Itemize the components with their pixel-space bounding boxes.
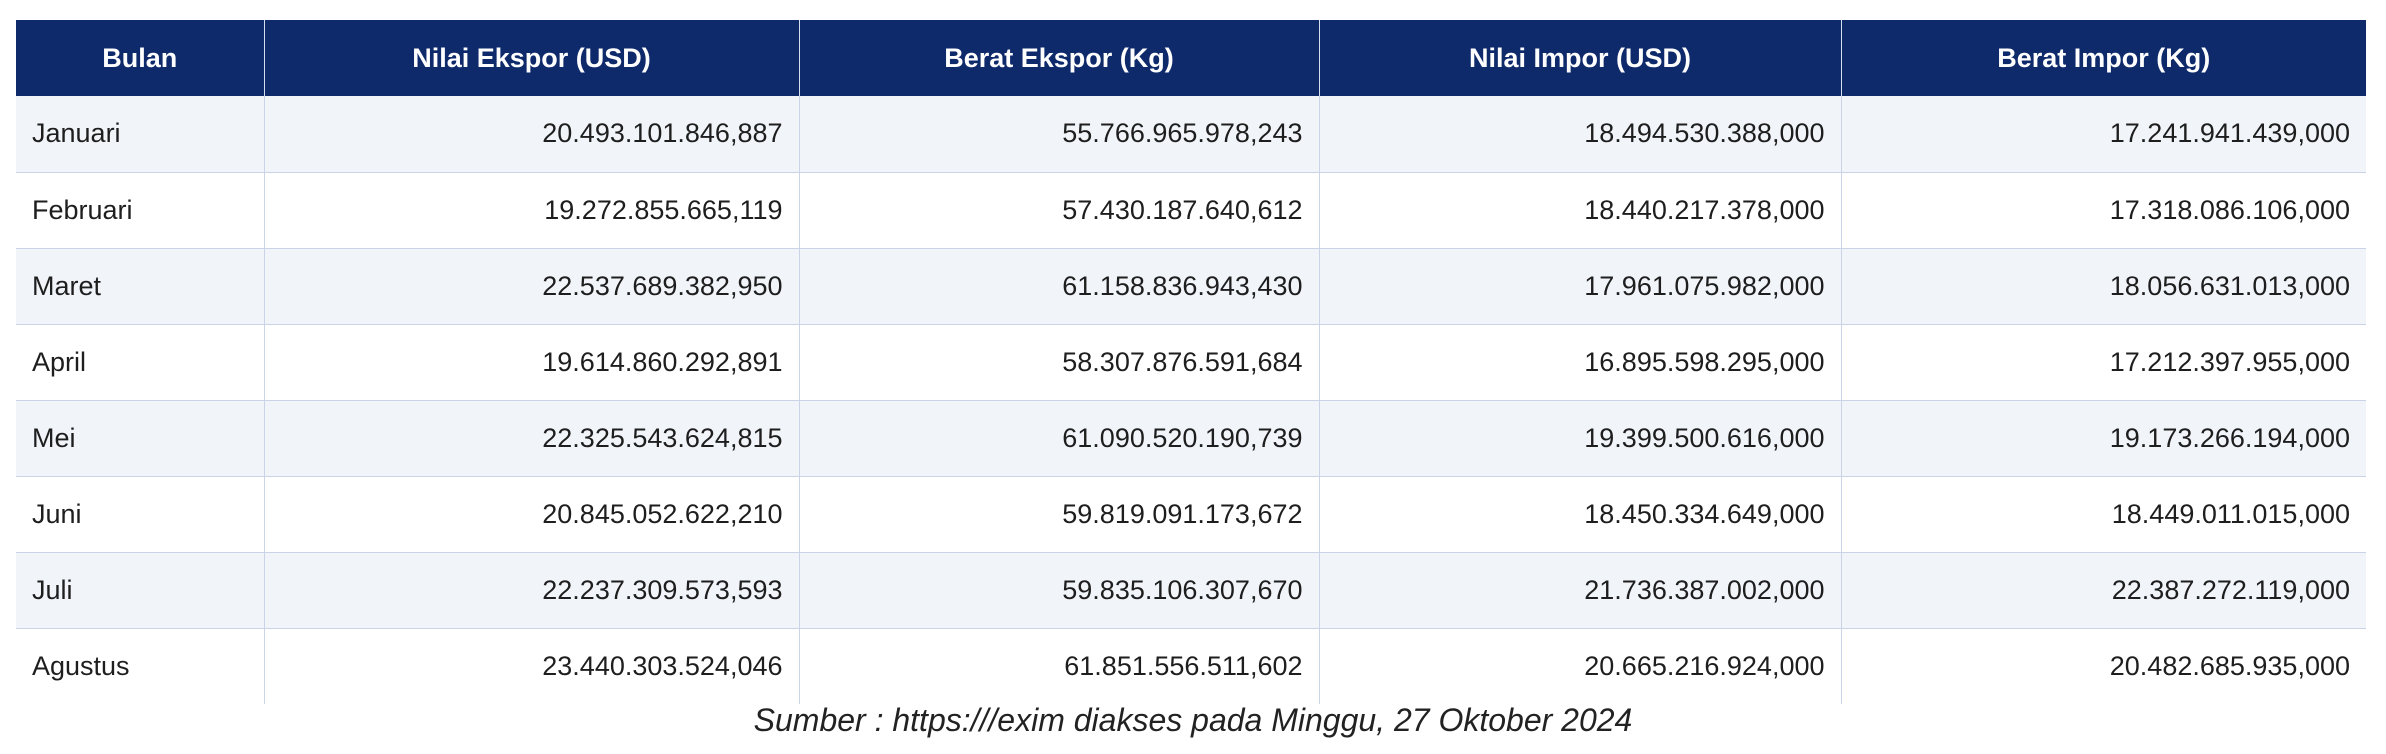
cell-month: Januari xyxy=(16,96,265,172)
cell-nilai-impor: 16.895.598.295,000 xyxy=(1319,324,1842,400)
cell-month: Februari xyxy=(16,172,265,248)
source-note: Sumber : https:///exim diakses pada Ming… xyxy=(753,702,1633,738)
table-header: Bulan Nilai Ekspor (USD) Berat Ekspor (K… xyxy=(16,20,2366,96)
cell-nilai-impor: 17.961.075.982,000 xyxy=(1319,248,1842,324)
table-row: Juli 22.237.309.573,593 59.835.106.307,6… xyxy=(16,552,2366,628)
table-row: Agustus 23.440.303.524,046 61.851.556.51… xyxy=(16,628,2366,704)
cell-berat-impor: 20.482.685.935,000 xyxy=(2109,650,2350,681)
cell-nilai-impor: 21.736.387.002,000 xyxy=(1319,552,1842,628)
cell-berat-impor: 19.173.266.194,000 xyxy=(2109,422,2350,453)
table-row: Maret 22.537.689.382,950 61.158.836.943,… xyxy=(16,248,2366,324)
cell-nilai-ekspor: 22.537.689.382,950 xyxy=(264,248,800,324)
table-body: Januari 20.493.101.846,887 55.766.965.97… xyxy=(16,96,2366,704)
data-table-container: Bulan Nilai Ekspor (USD) Berat Ekspor (K… xyxy=(16,20,2366,704)
cell-berat-impor: 17.241.941.439,000 xyxy=(2109,118,2350,149)
cell-berat-impor: 17.212.397.955,000 xyxy=(2109,346,2350,377)
cell-nilai-ekspor: 20.845.052.622,210 xyxy=(264,476,800,552)
cell-berat-ekspor: 61.158.836.943,430 xyxy=(799,248,1320,324)
cell-nilai-ekspor: 20.493.101.846,887 xyxy=(264,96,800,172)
cell-nilai-ekspor: 19.272.855.665,119 xyxy=(264,172,800,248)
cell-berat-ekspor: 55.766.965.978,243 xyxy=(799,96,1320,172)
cell-berat-ekspor: 61.851.556.511,602 xyxy=(799,628,1320,704)
cell-berat-ekspor: 57.430.187.640,612 xyxy=(799,172,1320,248)
cell-month: April xyxy=(16,324,265,400)
header-nilai-ekspor: Nilai Ekspor (USD) xyxy=(264,20,800,96)
cell-berat-ekspor: 59.819.091.173,672 xyxy=(799,476,1320,552)
table-row: Mei 22.325.543.624,815 61.090.520.190,73… xyxy=(16,400,2366,476)
table-row: Februari 19.272.855.665,119 57.430.187.6… xyxy=(16,172,2366,248)
cell-nilai-impor: 18.440.217.378,000 xyxy=(1319,172,1842,248)
table-row: April 19.614.860.292,891 58.307.876.591,… xyxy=(16,324,2366,400)
cell-nilai-impor: 20.665.216.924,000 xyxy=(1319,628,1842,704)
cell-nilai-impor: 18.450.334.649,000 xyxy=(1319,476,1842,552)
cell-berat-impor: 17.318.086.106,000 xyxy=(2109,194,2350,225)
header-berat-ekspor: Berat Ekspor (Kg) xyxy=(799,20,1320,96)
cell-berat-ekspor: 59.835.106.307,670 xyxy=(799,552,1320,628)
table-row: Juni 20.845.052.622,210 59.819.091.173,6… xyxy=(16,476,2366,552)
cell-nilai-ekspor: 23.440.303.524,046 xyxy=(264,628,800,704)
header-row: Bulan Nilai Ekspor (USD) Berat Ekspor (K… xyxy=(16,20,2366,96)
cell-month: Maret xyxy=(16,248,265,324)
cell-month: Mei xyxy=(16,400,265,476)
export-import-table: Bulan Nilai Ekspor (USD) Berat Ekspor (K… xyxy=(16,20,2366,704)
cell-nilai-impor: 18.494.530.388,000 xyxy=(1319,96,1842,172)
header-berat-impor: Berat Impor (Kg) xyxy=(1997,42,2211,73)
cell-month: Juli xyxy=(16,552,265,628)
cell-berat-impor: 22.387.272.119,000 xyxy=(2111,574,2350,605)
cell-berat-impor: 18.056.631.013,000 xyxy=(2109,270,2350,301)
cell-berat-impor: 18.449.011.015,000 xyxy=(2111,498,2350,529)
cell-month: Agustus xyxy=(16,628,265,704)
cell-berat-ekspor: 61.090.520.190,739 xyxy=(799,400,1320,476)
cell-nilai-ekspor: 22.325.543.624,815 xyxy=(264,400,800,476)
header-bulan: Bulan xyxy=(16,20,265,96)
table-row: Januari 20.493.101.846,887 55.766.965.97… xyxy=(16,96,2366,172)
cell-nilai-impor: 19.399.500.616,000 xyxy=(1319,400,1842,476)
cell-berat-ekspor: 58.307.876.591,684 xyxy=(799,324,1320,400)
cell-nilai-ekspor: 22.237.309.573,593 xyxy=(264,552,800,628)
cell-nilai-ekspor: 19.614.860.292,891 xyxy=(264,324,800,400)
header-nilai-impor: Nilai Impor (USD) xyxy=(1319,20,1842,96)
cell-month: Juni xyxy=(16,476,265,552)
